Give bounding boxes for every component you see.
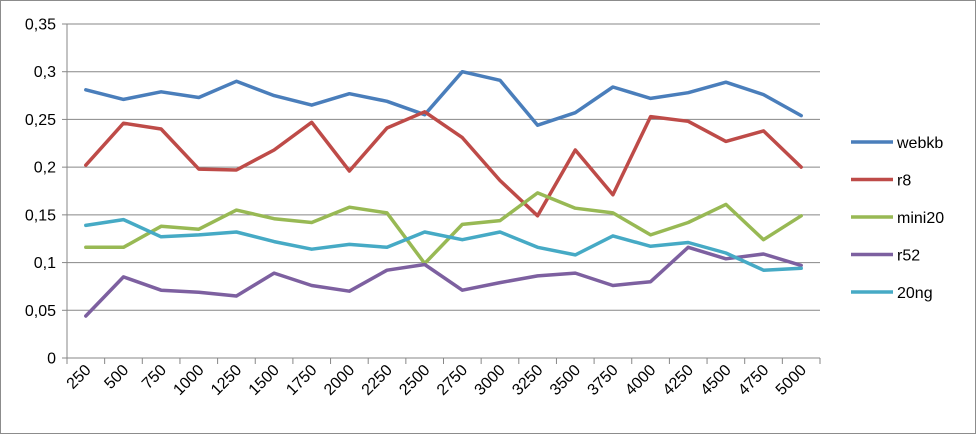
x-tick-label: 3500 <box>547 362 584 399</box>
x-tick-label: 500 <box>101 362 132 393</box>
x-tick-label: 4250 <box>660 362 697 399</box>
y-axis-tick-labels: 0 0,05 0,1 0,15 0,2 0,25 0,3 0,35 <box>25 17 56 368</box>
series-line-20ng <box>84 217 803 272</box>
x-tick-label: 1000 <box>170 362 207 399</box>
legend-label-20ng: 20ng <box>897 285 933 302</box>
y-tick-label: 0,05 <box>25 303 56 320</box>
legend-label-mini20: mini20 <box>897 210 944 227</box>
x-tick-label: 4000 <box>622 362 659 399</box>
series-line-r8 <box>84 110 803 218</box>
series-lines <box>84 69 803 318</box>
x-tick-label: 3750 <box>585 362 622 399</box>
series-line-mini20 <box>84 191 803 266</box>
legend-label-webkb: webkb <box>896 135 943 152</box>
series-line-r52 <box>84 245 803 318</box>
x-tick-label: 1250 <box>208 362 245 399</box>
x-tick-label: 2000 <box>321 362 358 399</box>
y-tick-label: 0,35 <box>25 17 56 34</box>
x-tick-label: 3000 <box>472 362 509 399</box>
x-tick-label: 1500 <box>246 362 283 399</box>
series-line-webkb <box>84 69 803 127</box>
x-tick-label: 2250 <box>359 362 396 399</box>
x-tick-label: 1750 <box>283 362 320 399</box>
y-tick-label: 0,2 <box>34 160 56 177</box>
x-axis-tick-labels: 250 500 750 1000 1250 1500 1750 2000 2250 2500 275… <box>64 362 810 399</box>
y-tick-label: 0,25 <box>25 112 56 129</box>
x-tick-label: 4750 <box>735 362 772 399</box>
legend: webkb r8 mini20 r52 20ng <box>851 135 944 302</box>
gridlines <box>67 23 820 311</box>
legend-label-r52: r52 <box>897 248 920 265</box>
x-tick-label: 250 <box>64 362 95 393</box>
x-tick-label: 750 <box>139 362 170 393</box>
x-tick-label: 4500 <box>698 362 735 399</box>
y-tick-label: 0,15 <box>25 207 56 224</box>
y-tick-label: 0 <box>47 351 56 368</box>
x-tick-label: 5000 <box>773 362 810 399</box>
x-tick-label: 2750 <box>434 362 471 399</box>
legend-label-r8: r8 <box>897 173 911 190</box>
x-tick-label: 2500 <box>396 362 433 399</box>
x-tick-label: 3250 <box>509 362 546 399</box>
y-tick-label: 0,1 <box>34 255 56 272</box>
y-tick-label: 0,3 <box>34 64 56 81</box>
axes <box>62 23 821 364</box>
